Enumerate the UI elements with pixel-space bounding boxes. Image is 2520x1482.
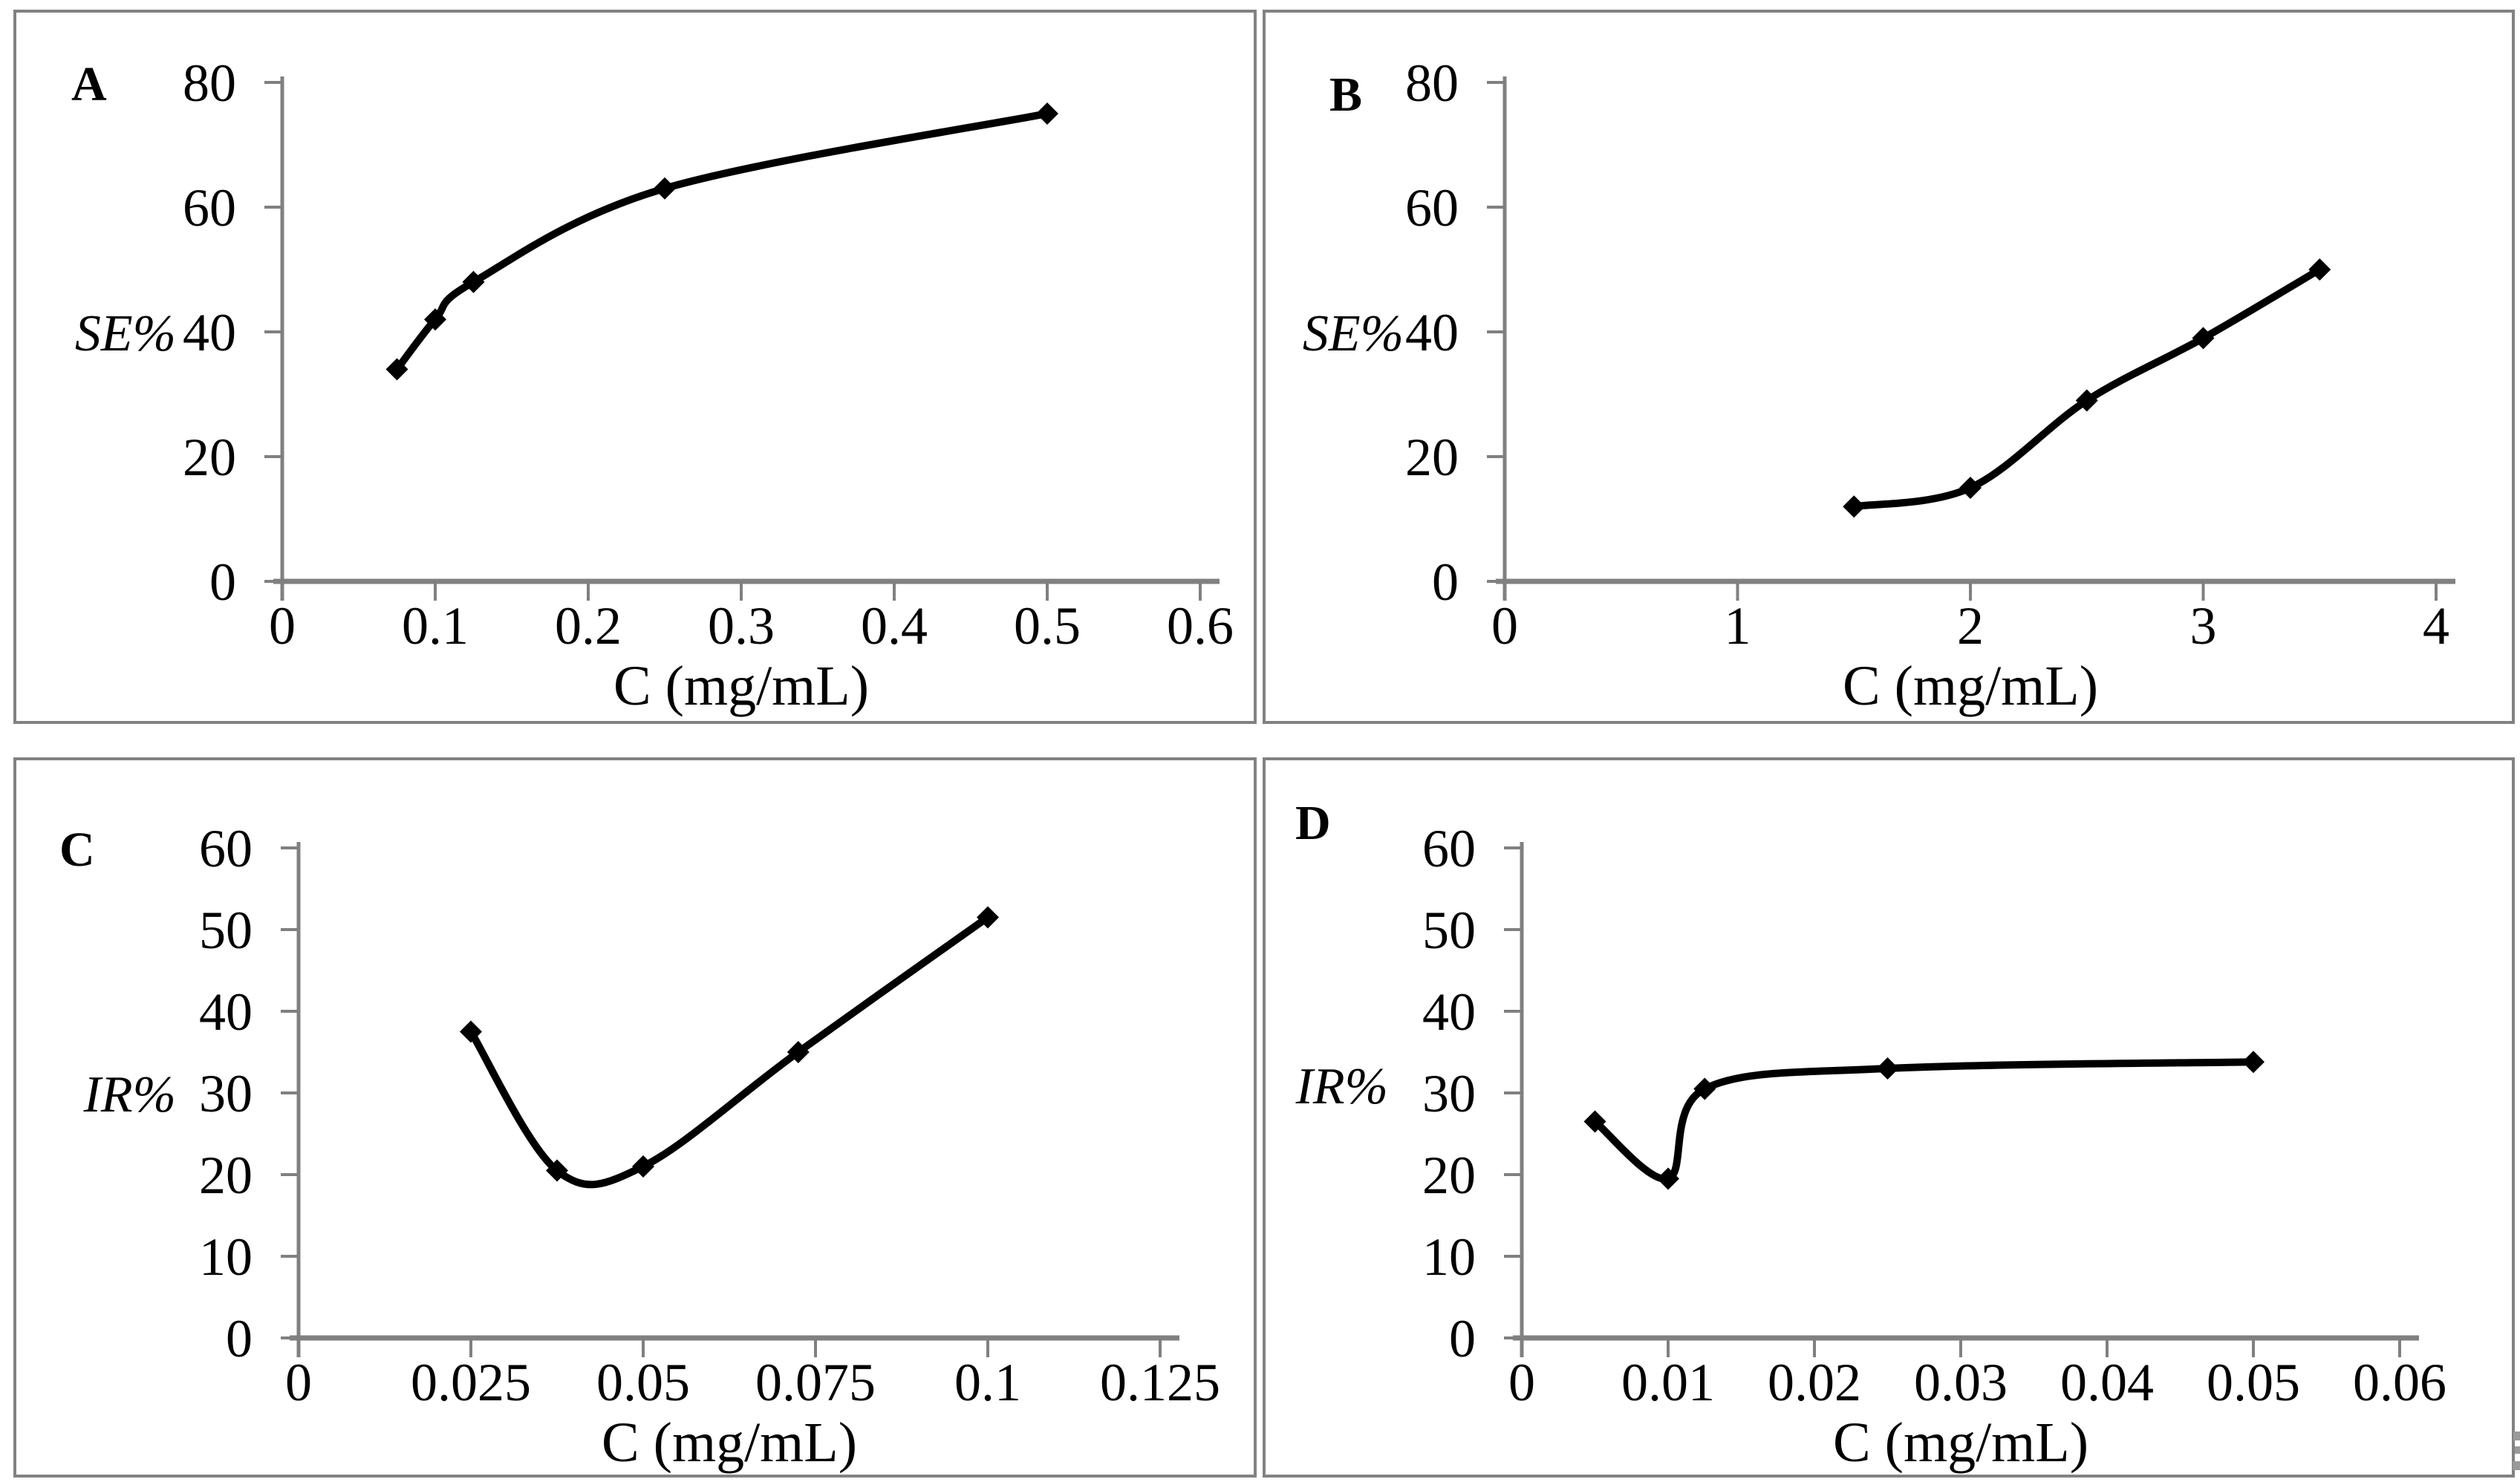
x-axis-title: C (mg/mL) <box>602 1411 857 1474</box>
panel-label-b: B <box>1329 68 1363 122</box>
x-tick-label: 0.1 <box>954 1353 1021 1412</box>
data-point-marker <box>424 308 446 331</box>
y-tick-label: 30 <box>199 1064 253 1123</box>
y-tick-label: 0 <box>1432 552 1459 612</box>
data-point-marker <box>977 906 999 929</box>
x-tick-label: 0.06 <box>2353 1353 2446 1412</box>
data-point-marker <box>787 1041 810 1063</box>
data-point-marker <box>654 177 676 200</box>
data-series-curve <box>1591 1058 2257 1183</box>
x-tick-label: 0 <box>269 596 296 656</box>
x-tick-label: 0.125 <box>1100 1353 1220 1412</box>
data-point-marker <box>546 1159 568 1182</box>
x-tick-label: 2 <box>1957 596 1984 656</box>
data-point-marker <box>1693 1077 1716 1100</box>
panel-label-c: C <box>59 823 95 877</box>
line-chart-d: 0 10 20 30 40 50 60 0 0.01 0.02 0.03 0.04 0.05 0.06 C … <box>1295 819 2446 1474</box>
data-series-curve <box>1850 266 2324 511</box>
x-tick-label: 0.5 <box>1014 596 1081 656</box>
x-axis-title: C (mg/mL) <box>1843 655 2098 717</box>
x-axis-title: C (mg/mL) <box>1833 1411 2088 1474</box>
x-tick-label: 0.05 <box>596 1353 690 1412</box>
panel-label-a: A <box>71 57 107 111</box>
data-point-marker <box>1876 1057 1899 1080</box>
y-tick-label: 80 <box>183 53 236 113</box>
y-tick-label: 10 <box>1422 1227 1476 1287</box>
data-point-marker <box>1036 102 1058 125</box>
y-axis-title: SE% <box>75 305 176 362</box>
data-point-marker <box>1583 1110 1606 1133</box>
x-tick-label: 0.05 <box>2207 1353 2300 1412</box>
x-tick-label: 1 <box>1725 596 1751 656</box>
y-tick-label: 60 <box>1422 819 1476 878</box>
x-tick-label: 0.1 <box>402 596 469 656</box>
y-axis-title: IR% <box>83 1066 176 1123</box>
x-tick-label: 0 <box>285 1353 312 1412</box>
y-axis-title: SE% <box>1303 305 1404 362</box>
y-tick-label: 40 <box>199 982 253 1042</box>
data-point-marker <box>1959 477 1982 499</box>
data-point-marker <box>2192 327 2215 350</box>
x-tick-label: 0.2 <box>555 596 622 656</box>
data-point-marker <box>462 270 485 293</box>
y-tick-label: 40 <box>1405 303 1459 362</box>
x-tick-label: 0.3 <box>708 596 775 656</box>
x-tick-label: 3 <box>2190 596 2217 656</box>
x-tick-label: 0.02 <box>1768 1353 1861 1412</box>
x-tick-label: 0 <box>1508 1353 1535 1412</box>
y-tick-label: 0 <box>226 1309 253 1368</box>
x-tick-label: 0.075 <box>755 1353 876 1412</box>
data-point-marker <box>1657 1167 1679 1190</box>
x-tick-label: 0.025 <box>411 1353 531 1412</box>
x-tick-label: 0 <box>1491 596 1518 656</box>
scan-edge-artifact <box>2513 1432 2520 1475</box>
x-tick-label: 0.01 <box>1621 1353 1715 1412</box>
y-tick-label: 20 <box>199 1146 253 1205</box>
y-tick-label: 10 <box>199 1227 253 1287</box>
y-tick-label: 20 <box>183 428 236 487</box>
data-series-curve <box>467 913 992 1189</box>
line-chart-a: 0 20 40 60 80 0 0.1 0.2 0.3 0.4 0.5 0.6 C (mg/mL) SE% <box>75 53 1234 717</box>
data-point-marker <box>632 1155 654 1178</box>
y-tick-label: 80 <box>1405 53 1459 113</box>
data-point-marker <box>385 358 408 381</box>
data-point-marker <box>460 1020 482 1043</box>
y-tick-label: 0 <box>209 552 236 612</box>
y-tick-label: 20 <box>1405 428 1459 487</box>
data-series-curve <box>393 110 1051 373</box>
x-tick-label: 0.03 <box>1914 1353 2008 1412</box>
chart-panel-a: A 0 20 40 60 80 0 0.1 0.2 0.3 0.4 0.5 0.6 C (mg/mL) S… <box>13 10 1257 724</box>
data-point-marker <box>2075 389 2098 412</box>
x-tick-label: 0.4 <box>861 596 928 656</box>
y-tick-label: 60 <box>183 178 236 238</box>
x-tick-label: 0.6 <box>1167 596 1234 656</box>
panel-label-d: D <box>1295 796 1331 850</box>
chart-panel-d: D 0 10 20 30 40 50 60 0 0.01 0.02 0.03 0.04 0.05 0.06… <box>1263 757 2515 1478</box>
data-point-marker <box>2308 258 2331 281</box>
data-point-marker <box>1843 495 1866 518</box>
line-chart-b: 0 20 40 60 80 0 1 2 3 4 C (mg/mL) SE% <box>1303 53 2455 717</box>
y-tick-label: 40 <box>183 303 236 362</box>
y-tick-label: 0 <box>1449 1309 1476 1368</box>
x-tick-label: 4 <box>2423 596 2449 656</box>
chart-panel-c: C 0 10 20 30 40 50 60 0 0.025 0.05 0.075 0.1 0.125 C … <box>13 757 1257 1478</box>
y-tick-label: 40 <box>1422 982 1476 1042</box>
y-tick-label: 50 <box>199 901 253 960</box>
y-tick-label: 60 <box>1405 178 1459 238</box>
y-tick-label: 50 <box>1422 901 1476 960</box>
y-tick-label: 30 <box>1422 1064 1476 1123</box>
x-axis-title: C (mg/mL) <box>613 655 869 717</box>
data-point-marker <box>2242 1051 2265 1074</box>
y-axis-title: IR% <box>1295 1058 1388 1115</box>
line-chart-c: 0 10 20 30 40 50 60 0 0.025 0.05 0.075 0.1 0.125 C (m… <box>83 819 1220 1474</box>
y-tick-label: 20 <box>1422 1146 1476 1205</box>
chart-panel-b: B 0 20 40 60 80 0 1 2 3 4 C (mg/mL) SE% <box>1263 10 2515 724</box>
y-tick-label: 60 <box>199 819 253 878</box>
x-tick-label: 0.04 <box>2060 1353 2154 1412</box>
